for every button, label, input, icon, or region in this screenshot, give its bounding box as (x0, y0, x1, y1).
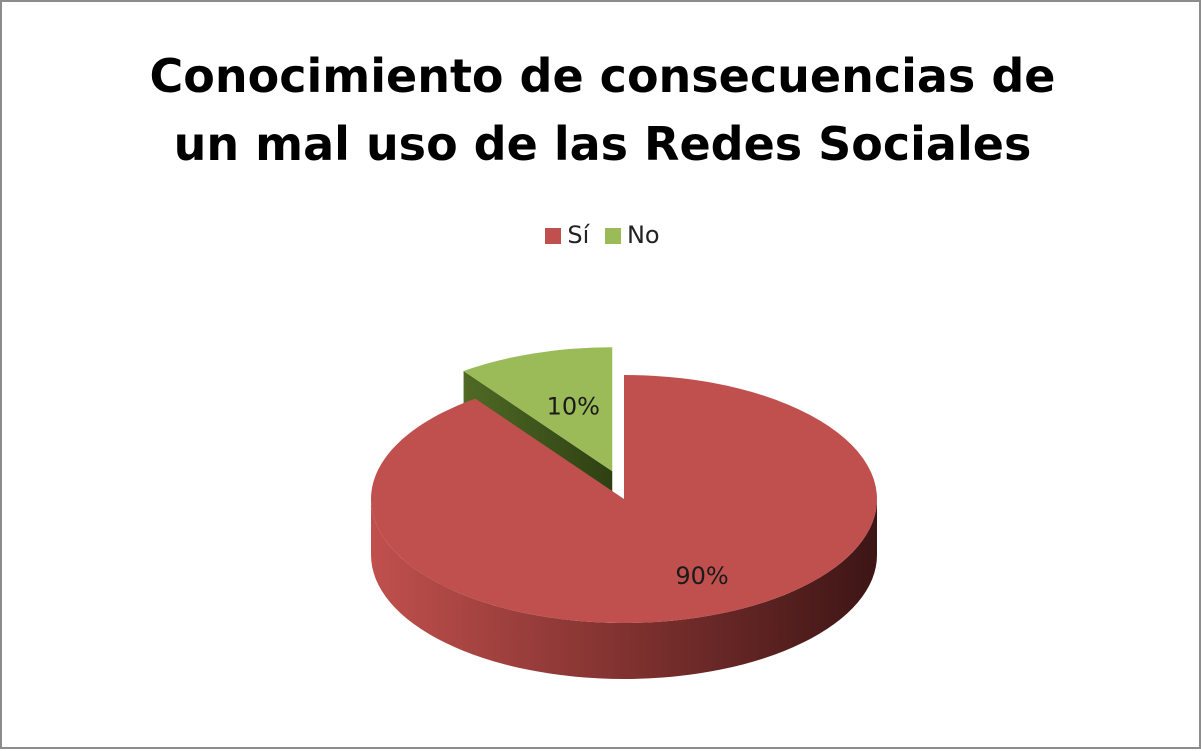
legend-label-si: Sí (567, 221, 590, 249)
pie-slice-no (463, 347, 613, 472)
legend-item-no: No (604, 221, 660, 249)
pie-slice-si-side (371, 499, 877, 679)
data-label-no: 10% (547, 392, 600, 420)
legend-swatch-no (604, 228, 621, 244)
legend: Sí No (2, 220, 1201, 249)
pie-slice-si (371, 375, 877, 623)
data-label-si: 90% (675, 562, 728, 590)
chart-title-line-1: Conocimiento de consecuencias de (149, 49, 1056, 103)
chart-title-line-2: un mal uso de las Redes Sociales (173, 117, 1032, 171)
legend-item-si: Sí (545, 221, 589, 249)
legend-label-no: No (626, 221, 660, 249)
chart-title: Conocimiento de consecuencias de un mal … (2, 42, 1201, 178)
legend-swatch-si (545, 228, 562, 244)
